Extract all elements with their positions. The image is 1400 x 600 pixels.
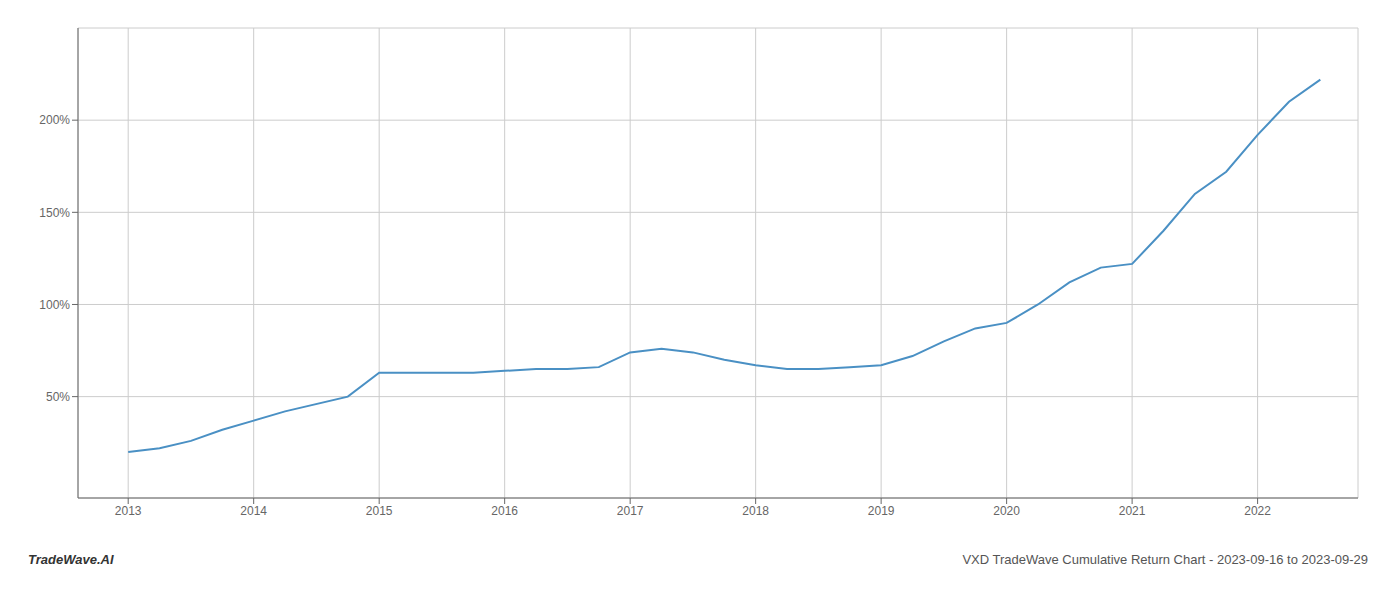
svg-text:2015: 2015 bbox=[366, 504, 393, 518]
svg-text:2014: 2014 bbox=[240, 504, 267, 518]
svg-text:2019: 2019 bbox=[868, 504, 895, 518]
svg-text:50%: 50% bbox=[46, 390, 70, 404]
svg-text:2017: 2017 bbox=[617, 504, 644, 518]
svg-text:2020: 2020 bbox=[993, 504, 1020, 518]
svg-text:200%: 200% bbox=[39, 113, 70, 127]
svg-text:150%: 150% bbox=[39, 206, 70, 220]
svg-text:2018: 2018 bbox=[742, 504, 769, 518]
svg-text:100%: 100% bbox=[39, 298, 70, 312]
html-text:VXD TradeWave Cumulative Retur: VXD TradeWave Cumulative Return Chart - … bbox=[962, 552, 1368, 567]
svg-text:2022: 2022 bbox=[1244, 504, 1271, 518]
svg-text:2013: 2013 bbox=[115, 504, 142, 518]
svg-text:2016: 2016 bbox=[491, 504, 518, 518]
html-text:TradeWave.AI: TradeWave.AI bbox=[28, 552, 114, 567]
svg-text:2021: 2021 bbox=[1119, 504, 1146, 518]
